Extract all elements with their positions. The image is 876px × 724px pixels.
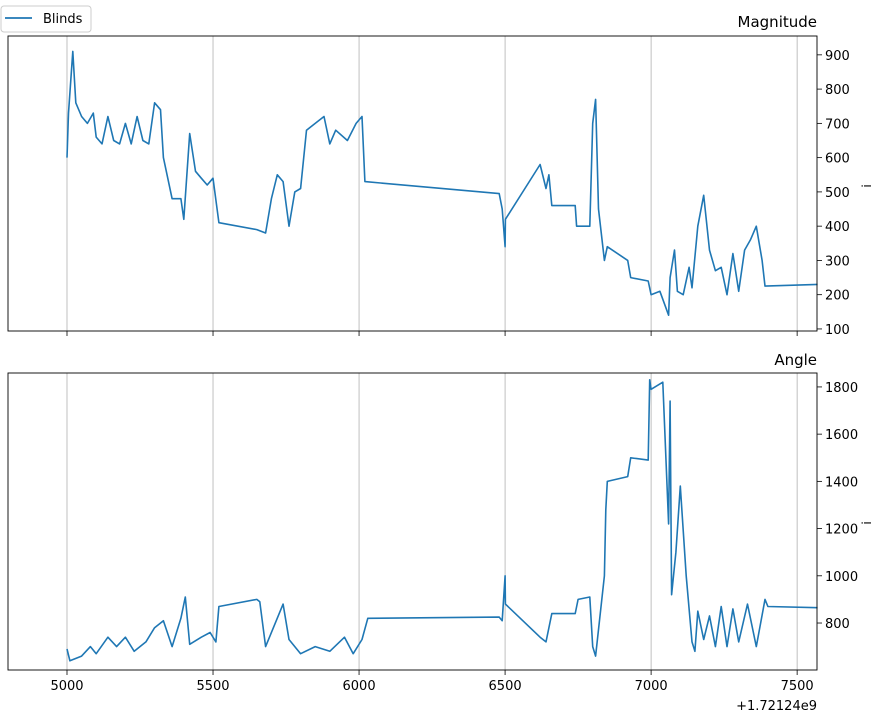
angle-axes: 5000 5500 6000 6500 7000 7500 800 1000 1200 1400 1… bbox=[7, 372, 858, 694]
y-tick-label: 300 bbox=[825, 254, 850, 269]
axes-frame bbox=[7, 35, 818, 332]
legend-label: Blinds bbox=[43, 12, 83, 27]
x-tick-label: 6000 bbox=[343, 679, 376, 694]
x-tick-label: 7500 bbox=[781, 679, 814, 694]
y-tick-label: 700 bbox=[825, 117, 850, 132]
y-tick-label: 1400 bbox=[825, 475, 858, 490]
y-tick-label: 1000 bbox=[825, 570, 858, 585]
y-tick-label: 800 bbox=[825, 617, 850, 632]
series-line-blinds bbox=[66, 378, 818, 662]
series-line-blinds bbox=[66, 50, 818, 317]
angle-title: Angle bbox=[774, 351, 817, 369]
x-tick-label: 5000 bbox=[50, 679, 83, 694]
magnitude-axes: 100 200 300 400 500 600 700 800 900 bbox=[7, 35, 850, 338]
legend: Blinds bbox=[0, 5, 92, 33]
y-tick-label: 600 bbox=[825, 152, 850, 167]
x-tick-label: 6500 bbox=[489, 679, 522, 694]
x-offset-label: +1.72124e9 bbox=[736, 699, 817, 714]
y-tick-label: 1600 bbox=[825, 428, 858, 443]
y-tick-label: 200 bbox=[825, 289, 850, 304]
y-tick-label: 1800 bbox=[825, 381, 858, 396]
axes-frame bbox=[7, 372, 818, 671]
magnitude-ylabel: i bbox=[860, 184, 874, 187]
y-tick-label: 100 bbox=[825, 323, 850, 338]
y-tick-label: 900 bbox=[825, 49, 850, 64]
x-tick-label: 5500 bbox=[196, 679, 229, 694]
legend-box bbox=[0, 5, 92, 33]
y-tick-label: 400 bbox=[825, 220, 850, 235]
y-tick-label: 1200 bbox=[825, 523, 858, 538]
magnitude-title: Magnitude bbox=[738, 13, 817, 31]
angle-ylabel: i bbox=[860, 521, 874, 524]
x-tick-label: 7000 bbox=[635, 679, 668, 694]
y-tick-label: 500 bbox=[825, 186, 850, 201]
y-tick-label: 800 bbox=[825, 83, 850, 98]
